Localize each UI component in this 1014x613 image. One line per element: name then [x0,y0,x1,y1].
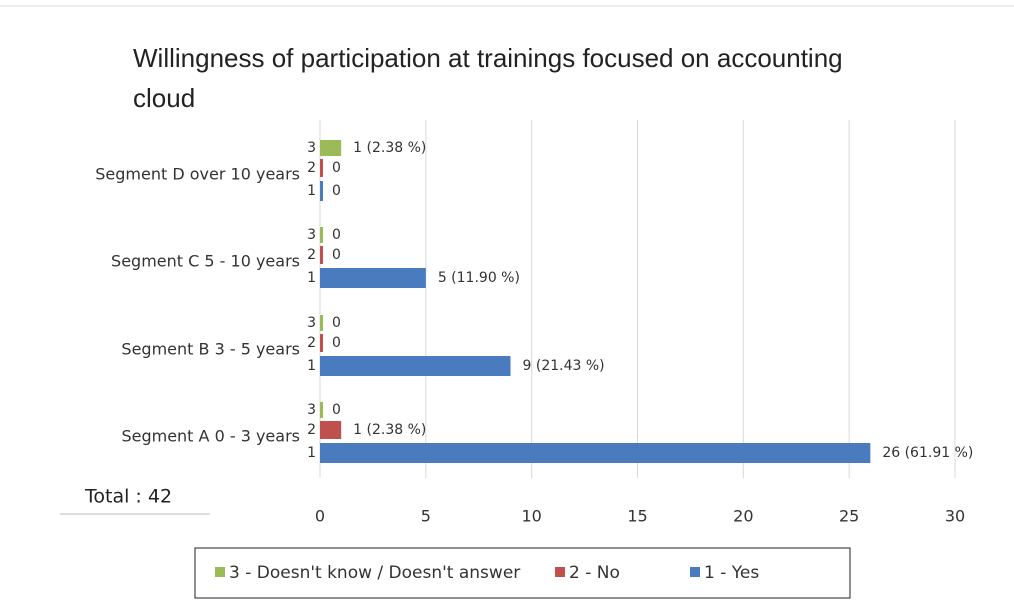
legend-swatch [690,567,700,577]
x-tick-label: 15 [627,507,647,526]
bar-sub-label: 2 [307,335,316,351]
bar-edge [320,334,323,352]
bar-edge [320,159,323,177]
data-label: 1 (2.38 %) [353,422,426,438]
chart-title-line-2: cloud [133,83,195,113]
bar [320,140,342,156]
data-label: 1 (2.38 %) [353,140,426,156]
data-label: 9 (21.43 %) [523,358,605,374]
bar-sub-label: 3 [307,140,316,156]
y-tick-label: Segment A 0 - 3 years [121,427,300,446]
y-tick-label: Segment D over 10 years [95,165,300,184]
bar-sub-label: 2 [307,422,316,438]
data-label: 0 [332,247,341,263]
y-tick-label: Segment C 5 - 10 years [111,252,300,271]
data-label: 0 [332,227,341,243]
y-tick-label: Segment B 3 - 5 years [121,340,300,359]
legend-swatch [215,567,225,577]
x-tick-label: 30 [945,507,965,526]
bar-sub-label: 2 [307,247,316,263]
bar-sub-label: 1 [307,270,316,286]
x-tick-label: 0 [315,507,325,526]
legend-label: 3 - Doesn't know / Doesn't answer [229,563,520,583]
bar-sub-label: 3 [307,315,316,331]
bar [320,356,511,376]
total-annotation: Total : 42 [84,486,172,508]
bar-edge [320,402,323,418]
legend-box [194,547,851,599]
data-label: 0 [332,183,341,199]
bar-edge [320,227,323,243]
x-tick-label: 10 [521,507,541,526]
legend-label: 2 - No [569,563,620,583]
bar [320,268,426,288]
bar-sub-label: 1 [307,358,316,374]
bar [320,443,871,463]
data-label: 5 (11.90 %) [438,270,520,286]
bar-edge [320,315,323,331]
bar-edge [320,246,323,264]
legend-swatch [555,567,565,577]
x-tick-label: 25 [839,507,859,526]
x-tick-label: 20 [733,507,753,526]
data-label: 26 (61.91 %) [882,445,973,461]
chart-title-line-1: Willingness of participation at training… [133,43,843,73]
bar-sub-label: 1 [307,183,316,199]
bar-edge [320,181,323,201]
bar-sub-label: 3 [307,402,316,418]
data-label: 0 [332,402,341,418]
bar-sub-label: 3 [307,227,316,243]
legend-label: 1 - Yes [704,563,759,583]
data-label: 0 [332,335,341,351]
data-label: 0 [332,160,341,176]
data-label: 0 [332,315,341,331]
bar [320,421,342,439]
bar-sub-label: 1 [307,445,316,461]
bar-sub-label: 2 [307,160,316,176]
x-tick-label: 5 [421,507,431,526]
